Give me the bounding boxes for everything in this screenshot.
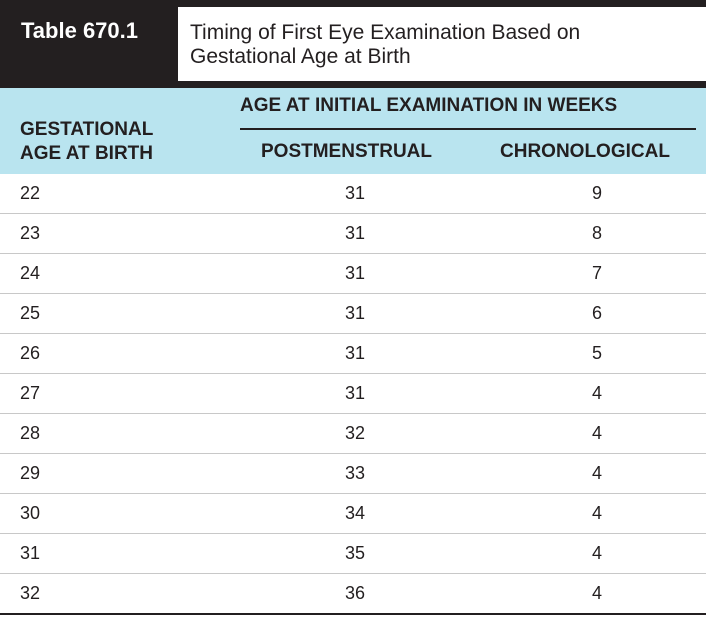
cell-chronological: 4 (591, 463, 602, 483)
cell-chronological: 6 (591, 303, 602, 323)
cell-postmenstrual: 31 (344, 223, 366, 243)
cell-gestational-age: 24 (20, 263, 41, 283)
cell-postmenstrual: 32 (344, 423, 366, 443)
cell-postmenstrual: 31 (344, 303, 366, 323)
table-caption: Table 670.1 Timing of First Eye Examinat… (0, 0, 706, 88)
cell-gestational-age: 30 (20, 503, 41, 523)
cell-postmenstrual: 36 (344, 583, 366, 603)
cell-chronological: 9 (591, 183, 602, 203)
cell-postmenstrual: 31 (344, 183, 366, 203)
table-row: 30 34 4 (0, 494, 706, 534)
cell-chronological: 4 (591, 543, 602, 563)
table-row: 26 31 5 (0, 334, 706, 374)
table-body: 22 31 9 23 31 8 24 31 7 25 31 6 26 31 5 … (0, 174, 706, 615)
cell-chronological: 8 (591, 223, 602, 243)
table-row: 22 31 9 (0, 174, 706, 214)
table-row: 32 36 4 (0, 574, 706, 615)
cell-postmenstrual: 33 (344, 463, 366, 483)
cell-postmenstrual: 31 (344, 383, 366, 403)
cell-chronological: 4 (591, 503, 602, 523)
cell-gestational-age: 27 (20, 383, 41, 403)
cell-gestational-age: 23 (20, 223, 41, 243)
column-group-header-initial-exam: AGE AT INITIAL EXAMINATION IN WEEKS (240, 95, 618, 116)
table-row: 31 35 4 (0, 534, 706, 574)
column-header-postmenstrual: POSTMENSTRUAL (261, 141, 432, 162)
table-row: 24 31 7 (0, 254, 706, 294)
table-row: 23 31 8 (0, 214, 706, 254)
cell-postmenstrual: 35 (344, 543, 366, 563)
table-title: Timing of First Eye Examination Based on… (190, 21, 581, 68)
column-header-gestational-age: GESTATIONAL AGE AT BIRTH (20, 119, 153, 164)
cell-gestational-age: 29 (20, 463, 41, 483)
cell-gestational-age: 26 (20, 343, 41, 363)
cell-chronological: 4 (591, 423, 602, 443)
cell-chronological: 5 (591, 343, 602, 363)
cell-chronological: 4 (591, 583, 602, 603)
cell-chronological: 4 (591, 383, 602, 403)
cell-gestational-age: 25 (20, 303, 41, 323)
table-row: 25 31 6 (0, 294, 706, 334)
cell-postmenstrual: 34 (344, 503, 366, 523)
cell-gestational-age: 22 (20, 183, 41, 203)
cell-gestational-age: 31 (20, 543, 41, 563)
header-divider (240, 128, 696, 130)
table-title-box: Timing of First Eye Examination Based on… (178, 7, 706, 81)
cell-gestational-age: 32 (20, 583, 41, 603)
cell-postmenstrual: 31 (344, 263, 366, 283)
cell-chronological: 7 (591, 263, 602, 283)
table-row: 27 31 4 (0, 374, 706, 414)
table-number-box: Table 670.1 (0, 0, 174, 88)
cell-postmenstrual: 31 (344, 343, 366, 363)
table-header: GESTATIONAL AGE AT BIRTH AGE AT INITIAL … (0, 88, 706, 174)
column-header-chronological: CHRONOLOGICAL (500, 141, 670, 162)
table-row: 28 32 4 (0, 414, 706, 454)
cell-gestational-age: 28 (20, 423, 41, 443)
table-number: Table 670.1 (21, 18, 138, 43)
table-row: 29 33 4 (0, 454, 706, 494)
